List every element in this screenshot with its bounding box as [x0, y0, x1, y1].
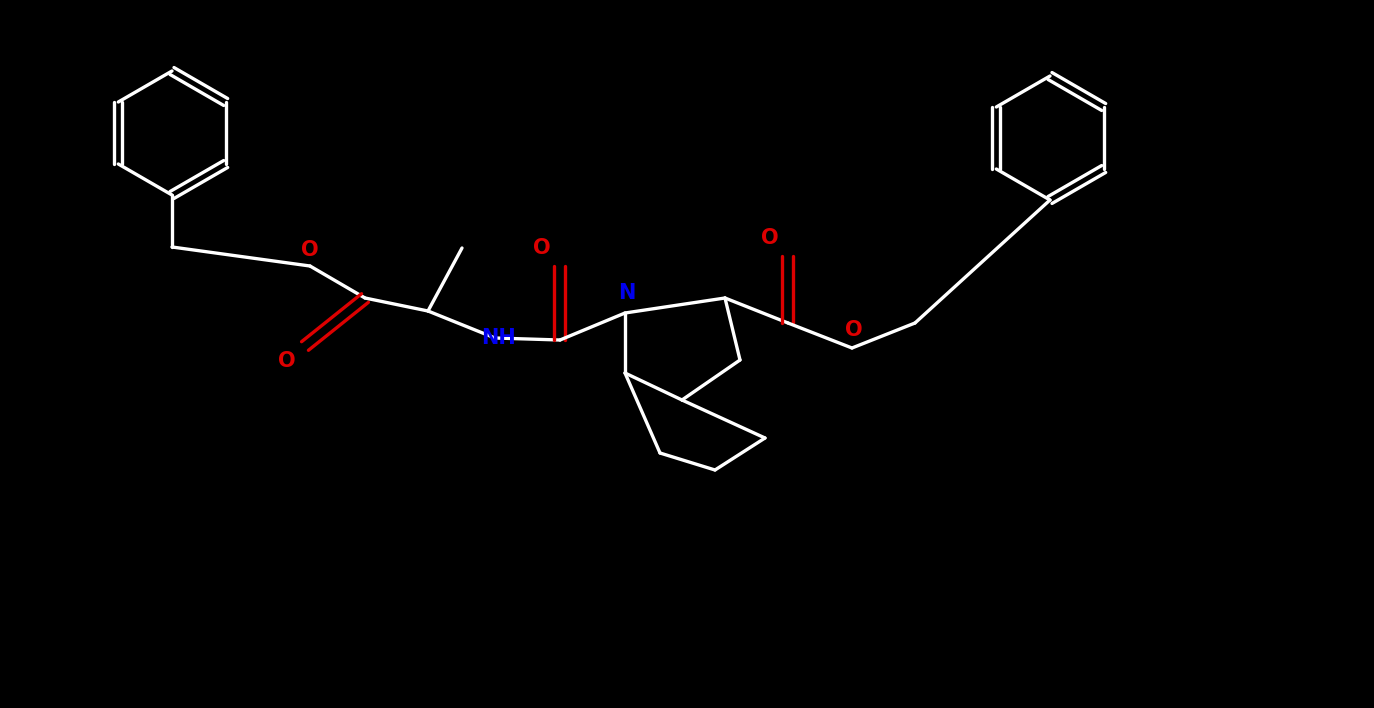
Text: O: O — [533, 238, 551, 258]
Text: O: O — [301, 240, 319, 260]
Text: O: O — [845, 320, 863, 340]
Text: O: O — [761, 228, 779, 248]
Text: O: O — [278, 351, 295, 371]
Text: NH: NH — [482, 328, 517, 348]
Text: N: N — [618, 283, 636, 303]
